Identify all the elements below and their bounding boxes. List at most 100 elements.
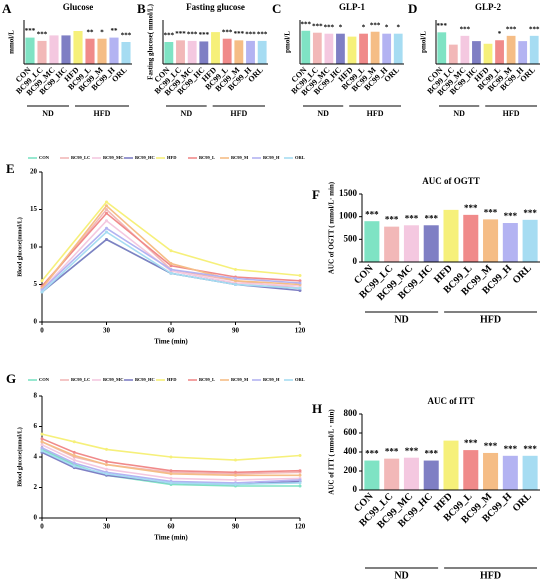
panel-letter: H: [312, 401, 322, 416]
point: [169, 455, 173, 459]
bar: [522, 455, 538, 490]
legend-label: BC99_H: [263, 155, 280, 160]
point: [234, 277, 237, 280]
panel-letter: B: [137, 1, 146, 16]
x-tick-label: 0: [40, 523, 44, 531]
significance: ***: [324, 23, 335, 31]
point: [234, 470, 237, 474]
y-tick-label: 2: [34, 483, 38, 491]
significance: *: [362, 23, 366, 31]
significance: *: [100, 28, 104, 36]
chart-title: Glucose: [63, 2, 94, 12]
legend-label: BC99_M: [231, 155, 249, 160]
point: [169, 469, 173, 473]
point: [298, 469, 302, 473]
bar: [312, 32, 322, 64]
legend-label: BC99_L: [199, 155, 215, 160]
bar: [222, 38, 232, 64]
significance: ***: [370, 21, 381, 29]
y-tick-label: 10: [30, 243, 38, 251]
point: [105, 447, 108, 451]
legend-label: BC99_LC: [71, 377, 90, 382]
bar: [73, 31, 83, 64]
bar: [37, 40, 47, 64]
bar: [234, 40, 244, 64]
significance: ***: [464, 438, 478, 448]
significance: ***: [385, 447, 399, 457]
series-line: [41, 447, 301, 484]
panel-letter: F: [312, 187, 320, 202]
significance: ***: [484, 207, 498, 217]
bar: [437, 32, 447, 64]
point: [105, 200, 108, 204]
y-tick-label: 5: [34, 280, 38, 288]
chart-title: AUC of ITT: [427, 396, 474, 406]
legend-label: CON: [39, 155, 50, 160]
chart-title: Fasting glucose: [186, 2, 245, 12]
group-label: HFD: [230, 109, 247, 118]
significance: ***: [523, 208, 537, 218]
legend-label: BC99_HC: [135, 377, 155, 382]
point: [40, 437, 44, 441]
bar: [460, 35, 470, 64]
group-label: HFD: [94, 109, 111, 118]
bar: [164, 42, 174, 64]
bar: [384, 458, 400, 490]
point: [72, 450, 76, 454]
group-label: ND: [181, 109, 193, 118]
bar: [443, 440, 459, 490]
point: [40, 279, 44, 283]
bar: [109, 37, 119, 64]
significance: **: [111, 27, 119, 35]
legend-label: CON: [39, 377, 50, 382]
point: [169, 268, 173, 271]
significance: **: [87, 28, 95, 36]
significance: ***: [257, 31, 268, 39]
point: [40, 290, 44, 294]
bar: [49, 35, 59, 64]
point: [72, 461, 76, 465]
y-tick-label: 200: [344, 465, 358, 475]
point: [169, 476, 173, 480]
bar: [443, 209, 459, 262]
y-axis-label: pmol/L: [284, 31, 292, 53]
bar: [423, 460, 439, 490]
significance: ***: [175, 30, 186, 38]
bar: [176, 40, 185, 64]
significance: ***: [312, 22, 323, 30]
significance: ***: [385, 215, 399, 225]
bar: [483, 452, 499, 490]
chart-title: GLP-1: [339, 2, 365, 12]
series-line: [41, 204, 301, 289]
y-tick-label: 1000: [339, 211, 358, 221]
bar: [502, 455, 518, 490]
group-label: HFD: [480, 314, 501, 325]
bar: [529, 35, 539, 64]
x-tick-label: ORL: [511, 491, 534, 514]
point: [234, 268, 237, 271]
y-tick-label: 0: [353, 256, 358, 266]
legend-label: HFD: [167, 377, 177, 382]
point: [40, 449, 44, 453]
point: [169, 271, 173, 275]
point: [234, 283, 237, 286]
bar: [199, 41, 209, 64]
bar: [403, 457, 419, 490]
significance: ***: [405, 213, 419, 223]
point: [169, 264, 173, 268]
series-line: [41, 450, 301, 486]
point: [40, 440, 44, 444]
bar: [463, 450, 479, 490]
group-label: ND: [394, 314, 408, 325]
y-axis-label: Blood glucose(mmol/L): [16, 217, 23, 277]
group-label: ND: [42, 109, 54, 118]
point: [40, 443, 44, 447]
group-label: ND: [317, 109, 329, 118]
significance: ***: [437, 22, 448, 30]
y-tick-label: 800: [344, 408, 358, 418]
y-tick-label: 0: [34, 318, 38, 326]
significance: ***: [504, 211, 518, 221]
significance: ***: [424, 449, 438, 459]
point: [72, 464, 76, 468]
